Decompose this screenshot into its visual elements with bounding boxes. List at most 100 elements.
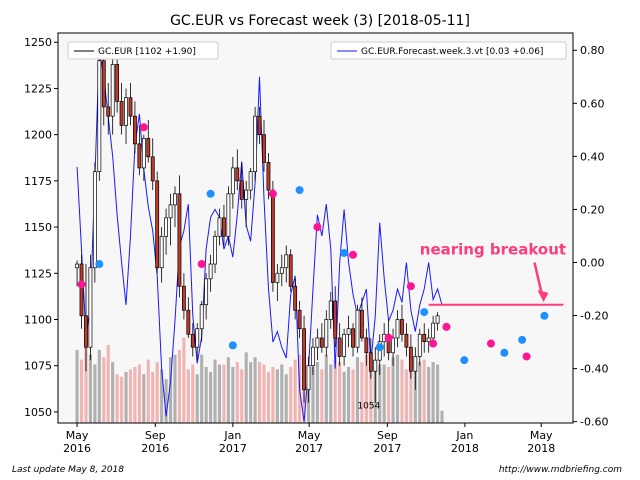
volume-bar: [351, 369, 355, 423]
candle-body: [373, 359, 378, 372]
trough-label: 1054: [357, 402, 380, 412]
annotation-nearing-breakout: nearing breakout: [420, 240, 566, 258]
candle-body: [351, 328, 355, 348]
candle-body: [337, 337, 342, 357]
legend-price: GC.EUR [1102 +1.90]: [67, 41, 219, 60]
candle-body: [186, 309, 191, 335]
volume-bar: [315, 362, 319, 423]
volume-bar: [177, 349, 181, 423]
x-axis: May2016Sep2016Jan2017May2017Sep2017Jan20…: [63, 423, 555, 455]
chart-title: GC.EUR vs Forecast week (3) [2018-05-11]: [170, 13, 470, 29]
candle-body: [311, 346, 315, 367]
candle-body: [293, 285, 298, 311]
candle-body: [79, 263, 84, 317]
candle-body: [346, 328, 351, 335]
candle-body: [115, 64, 120, 102]
volume-bar: [217, 364, 222, 423]
volume-bar: [128, 369, 133, 423]
forecast-line: [76, 50, 443, 422]
volume-bar: [275, 369, 279, 423]
volume-bar: [231, 366, 235, 423]
candle-body: [413, 356, 418, 372]
signal-marker: [349, 250, 358, 259]
volume-bar: [338, 362, 342, 423]
candle-body: [315, 337, 320, 348]
volume-bar: [240, 369, 244, 423]
volume-bar: [106, 345, 110, 423]
x-tick-label-month: Jan: [223, 429, 241, 442]
candle-body: [422, 333, 427, 343]
candle-body: [297, 309, 302, 330]
candle-body: [235, 167, 240, 182]
candle-body: [199, 304, 204, 330]
footer-last-update: Last update May 8, 2018: [12, 465, 124, 475]
x-tick-label-year: 2017: [219, 442, 247, 455]
signal-marker: [406, 282, 415, 291]
candle-body: [408, 346, 413, 372]
y-left-tick-label: 1100: [24, 313, 52, 326]
candle-body: [391, 337, 395, 354]
volume-bar: [195, 374, 199, 423]
signal-marker: [228, 341, 237, 350]
candle-body: [404, 333, 409, 348]
y-right-tick-label: 0.40: [580, 150, 605, 163]
signal-marker: [340, 248, 349, 257]
x-tick-label-year: 2016: [141, 442, 169, 455]
volume-bar: [253, 357, 257, 423]
signal-marker: [442, 322, 451, 331]
volume-bar: [418, 362, 422, 423]
signal-marker: [500, 348, 509, 357]
volume-bar: [320, 369, 324, 423]
y-left-axis: 1050 1075 1100 1125 1150 1175 1200 1225 1250: [24, 36, 58, 419]
candle-body: [400, 319, 404, 335]
candle-body: [204, 278, 209, 306]
volume-bar: [97, 349, 101, 423]
x-tick-label-month: Sep: [377, 429, 398, 442]
candle-body: [213, 235, 217, 265]
signal-marker: [313, 223, 322, 232]
candle-body: [141, 138, 146, 169]
volume-bar: [124, 371, 128, 423]
signal-marker: [460, 356, 469, 365]
candle-body: [270, 189, 275, 283]
candle-body: [92, 171, 97, 269]
signal-marker: [197, 260, 206, 269]
signal-marker: [540, 311, 549, 320]
breakout-arrow-head: [537, 290, 549, 303]
candle-body: [279, 267, 284, 274]
candle-body: [431, 322, 436, 339]
volume-bar: [244, 352, 248, 423]
signal-marker: [95, 260, 104, 269]
legend-forecast: GC.EUR.Forecast.week.3.vt [0.03 +0.06]: [330, 41, 567, 60]
volume-bar: [142, 374, 146, 423]
y-left-tick-label: 1150: [24, 221, 52, 234]
volume-bar: [120, 376, 124, 423]
candle-body: [342, 333, 347, 357]
volume-bar: [342, 371, 346, 423]
volume-bar: [293, 359, 297, 423]
volume-bar: [436, 364, 440, 423]
volume-bar: [387, 366, 391, 423]
volume-bar: [168, 357, 173, 423]
volume-bar: [111, 362, 115, 423]
x-tick-label-year: 2016: [63, 442, 91, 455]
y-right-tick-label: 0.20: [580, 203, 605, 216]
signal-marker: [139, 123, 148, 132]
y-left-tick-label: 1225: [24, 82, 52, 95]
candle-body: [284, 254, 289, 269]
candle-body: [230, 167, 235, 195]
y-left-tick-label: 1075: [24, 360, 52, 373]
candle-body: [146, 138, 151, 158]
candle-body: [302, 328, 306, 391]
volume-bar: [146, 359, 150, 423]
candle-body: [195, 328, 200, 348]
candle-body: [248, 171, 253, 191]
candle-body: [97, 60, 102, 172]
candle-body: [168, 204, 173, 219]
candle-body: [319, 337, 324, 348]
marker-layer: [77, 123, 549, 365]
x-tick-label-month: Jan: [455, 429, 473, 442]
candle-body: [226, 193, 231, 237]
candle-body: [262, 134, 266, 163]
volume-bar: [382, 364, 386, 423]
